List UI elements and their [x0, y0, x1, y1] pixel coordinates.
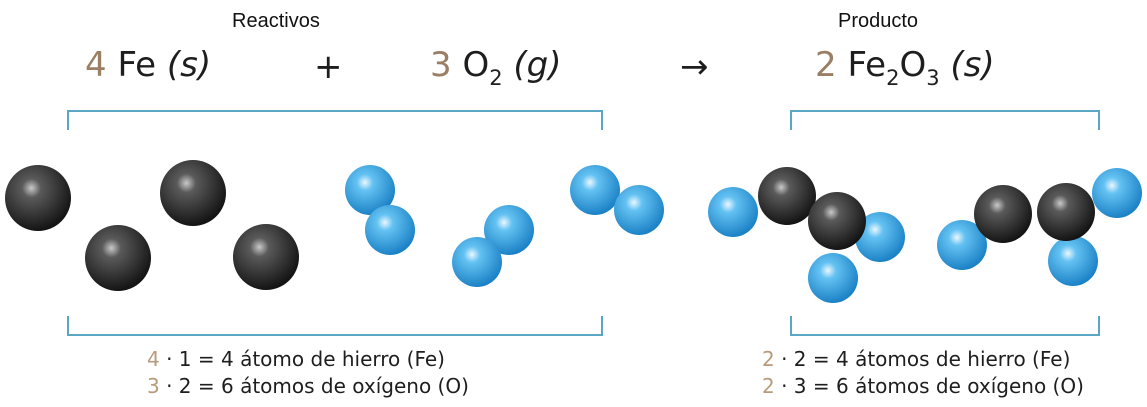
oxygen-atom — [365, 205, 415, 255]
oxygen-molecule — [452, 205, 534, 287]
reactant-oxygen-count: 3 · 2 = 6 átomos de oxígeno (O) — [147, 376, 469, 396]
count-text: · 2 = 6 átomos de oxígeno (O) — [159, 374, 469, 398]
o2-subscript: 2 — [489, 66, 503, 90]
iron-atom — [160, 160, 226, 226]
count-text: · 2 = 4 átomos de hierro (Fe) — [774, 347, 1071, 371]
oxygen-atom — [1092, 168, 1142, 218]
iron-atom — [233, 224, 299, 290]
count-coefficient: 2 — [762, 374, 775, 398]
oxygen-atom — [808, 253, 858, 303]
reaction-arrow: → — [680, 47, 709, 87]
fe2o3-symbol-o: O — [899, 45, 927, 85]
product-top-bracket — [790, 110, 1100, 130]
iron-atom — [974, 185, 1032, 243]
fe-term: 4 Fe (s) — [85, 48, 211, 82]
fe2o3-state: (s) — [950, 45, 995, 85]
reactants-top-bracket — [67, 110, 603, 130]
product-bottom-bracket — [790, 316, 1100, 336]
iron-oxide-molecule — [937, 168, 1142, 286]
oxygen-atom — [345, 165, 395, 215]
oxygen-atom — [614, 185, 664, 235]
oxygen-atom — [452, 237, 502, 287]
count-text: · 3 = 6 átomos de oxígeno (O) — [774, 374, 1084, 398]
o2-state: (g) — [513, 45, 562, 85]
oxygen-atom — [570, 165, 620, 215]
iron-atom — [1037, 183, 1095, 241]
count-coefficient: 4 — [147, 347, 160, 371]
product-iron-count: 2 · 2 = 4 átomos de hierro (Fe) — [762, 349, 1070, 369]
fe-state: (s) — [166, 45, 212, 85]
reactant-iron-count: 4 · 1 = 4 átomo de hierro (Fe) — [147, 349, 445, 369]
fe-symbol: Fe — [117, 45, 157, 85]
product-header: Producto — [838, 10, 919, 32]
iron-atom — [85, 225, 151, 291]
plus-sign: + — [314, 47, 343, 87]
iron-atom — [5, 165, 71, 231]
fe2o3-symbol-fe: Fe — [847, 45, 887, 85]
o2-term: 3 O2 (g) — [430, 45, 562, 89]
oxygen-atom — [484, 205, 534, 255]
iron-oxide-molecule — [708, 167, 905, 303]
oxygen-atom — [1048, 236, 1098, 286]
fe-coefficient: 4 — [85, 45, 107, 85]
o2-coefficient: 3 — [430, 45, 452, 85]
reactants-header: Reactivos — [232, 10, 320, 32]
oxygen-atom — [937, 220, 987, 270]
count-text: · 1 = 4 átomo de hierro (Fe) — [159, 347, 445, 371]
fe2o3-term: 2 Fe2O3 (s) — [815, 45, 995, 89]
iron-atom — [808, 192, 866, 250]
fe2o3-subscript-o: 3 — [926, 66, 940, 90]
iron-atom — [758, 167, 816, 225]
reactants-bottom-bracket — [67, 316, 603, 336]
count-coefficient: 3 — [147, 374, 160, 398]
count-coefficient: 2 — [762, 347, 775, 371]
oxygen-atom — [708, 187, 758, 237]
fe2o3-subscript-fe: 2 — [886, 66, 900, 90]
oxygen-molecule — [570, 165, 664, 235]
fe2o3-coefficient: 2 — [815, 45, 837, 85]
oxygen-molecule — [345, 165, 415, 255]
o2-symbol: O — [462, 45, 490, 85]
oxygen-atom — [855, 212, 905, 262]
product-oxygen-count: 2 · 3 = 6 átomos de oxígeno (O) — [762, 376, 1084, 396]
